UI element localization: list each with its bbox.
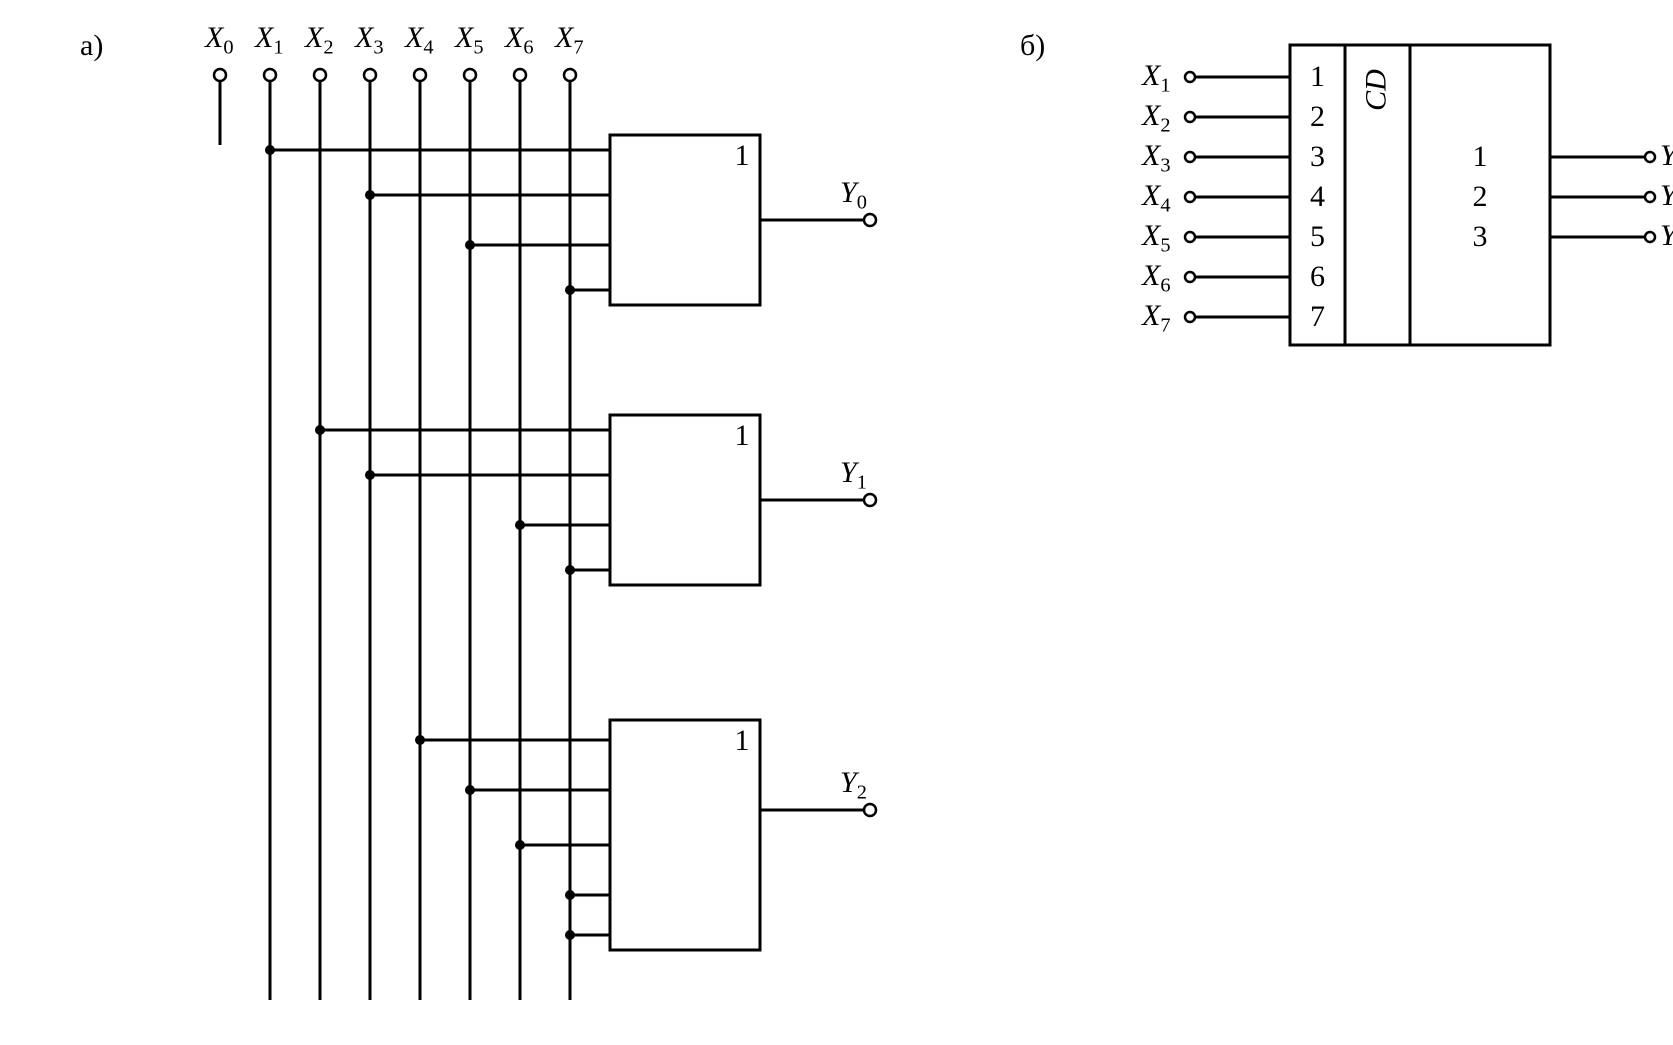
svg-text:X4: X4 [1141, 179, 1171, 217]
svg-text:X2: X2 [1141, 99, 1171, 137]
svg-text:Y0: Y0 [840, 176, 867, 214]
svg-text:6: 6 [1310, 260, 1325, 293]
svg-text:Y2: Y2 [840, 766, 867, 804]
svg-text:1: 1 [735, 419, 750, 452]
svg-text:Y1: Y1 [1660, 179, 1673, 217]
svg-text:X6: X6 [1141, 259, 1171, 297]
svg-text:4: 4 [1310, 180, 1325, 213]
svg-text:X7: X7 [1141, 299, 1171, 337]
svg-text:3: 3 [1310, 140, 1325, 173]
svg-text:X2: X2 [304, 21, 334, 59]
svg-text:X3: X3 [354, 21, 384, 59]
svg-text:X5: X5 [454, 21, 484, 59]
svg-text:X3: X3 [1141, 139, 1171, 177]
svg-text:1: 1 [735, 724, 750, 757]
svg-text:2: 2 [1473, 180, 1488, 213]
svg-text:X1: X1 [1141, 59, 1171, 97]
svg-text:CD: CD [1360, 69, 1393, 111]
svg-text:Y2: Y2 [1660, 219, 1673, 257]
svg-text:X5: X5 [1141, 219, 1171, 257]
svg-text:5: 5 [1310, 220, 1325, 253]
svg-text:3: 3 [1473, 220, 1488, 253]
svg-text:1: 1 [1473, 140, 1488, 173]
svg-text:Y1: Y1 [840, 456, 867, 494]
svg-text:X0: X0 [204, 21, 234, 59]
svg-text:Y0: Y0 [1660, 139, 1673, 177]
svg-text:б): б) [1020, 29, 1045, 62]
svg-text:1: 1 [735, 139, 750, 172]
svg-text:X6: X6 [504, 21, 534, 59]
svg-text:X4: X4 [404, 21, 434, 59]
svg-text:1: 1 [1310, 60, 1325, 93]
svg-text:X1: X1 [254, 21, 284, 59]
svg-text:X7: X7 [554, 21, 584, 59]
svg-text:2: 2 [1310, 100, 1325, 133]
svg-text:а): а) [80, 29, 103, 62]
svg-text:7: 7 [1310, 300, 1325, 333]
